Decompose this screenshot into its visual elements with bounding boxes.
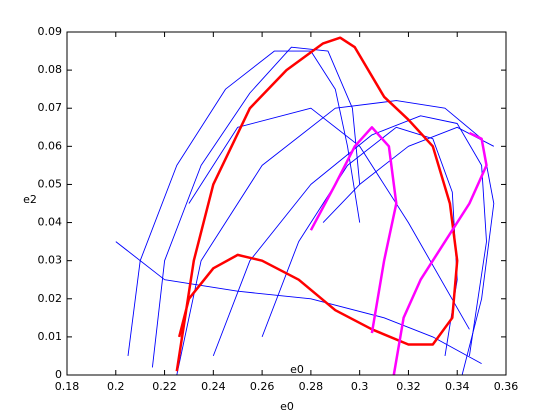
- y-tick-label: 0.08: [38, 63, 63, 76]
- series-line: [151, 46, 361, 368]
- annotation: e0: [290, 363, 304, 376]
- x-tick-label: 0.32: [396, 380, 421, 393]
- y-tick-label: 0: [55, 368, 62, 381]
- x-tick-label: 0.36: [494, 380, 519, 393]
- x-tick-label: 0.3: [351, 380, 369, 393]
- y-axis-label: e2: [23, 193, 37, 206]
- x-tick-label: 0.18: [55, 380, 80, 393]
- y-tick-label: 0.06: [38, 139, 63, 152]
- x-tick-label: 0.2: [107, 380, 125, 393]
- series-line: [188, 107, 470, 330]
- x-tick-label: 0.22: [152, 380, 177, 393]
- y-tick-label: 0.04: [38, 216, 63, 229]
- y-tick-label: 0.03: [38, 254, 63, 267]
- series-line: [176, 100, 495, 376]
- series-line: [127, 50, 361, 356]
- series-line: [115, 241, 482, 364]
- y-tick-label: 0.01: [38, 330, 63, 343]
- x-tick-label: 0.28: [299, 380, 324, 393]
- axes-box: [66, 31, 507, 376]
- series-line: [175, 36, 459, 372]
- y-tick-label: 0.02: [38, 292, 63, 305]
- y-tick-label: 0.07: [38, 101, 63, 114]
- x-tick-label: 0.26: [250, 380, 275, 393]
- series-line: [309, 126, 398, 334]
- x-tick-label: 0.34: [445, 380, 470, 393]
- x-axis-label: e0: [280, 400, 294, 413]
- y-tick-label: 0.05: [38, 177, 63, 190]
- series-line: [392, 131, 488, 376]
- series-line: [212, 115, 487, 357]
- x-tick-label: 0.24: [201, 380, 226, 393]
- y-tick-label: 0.09: [38, 25, 63, 38]
